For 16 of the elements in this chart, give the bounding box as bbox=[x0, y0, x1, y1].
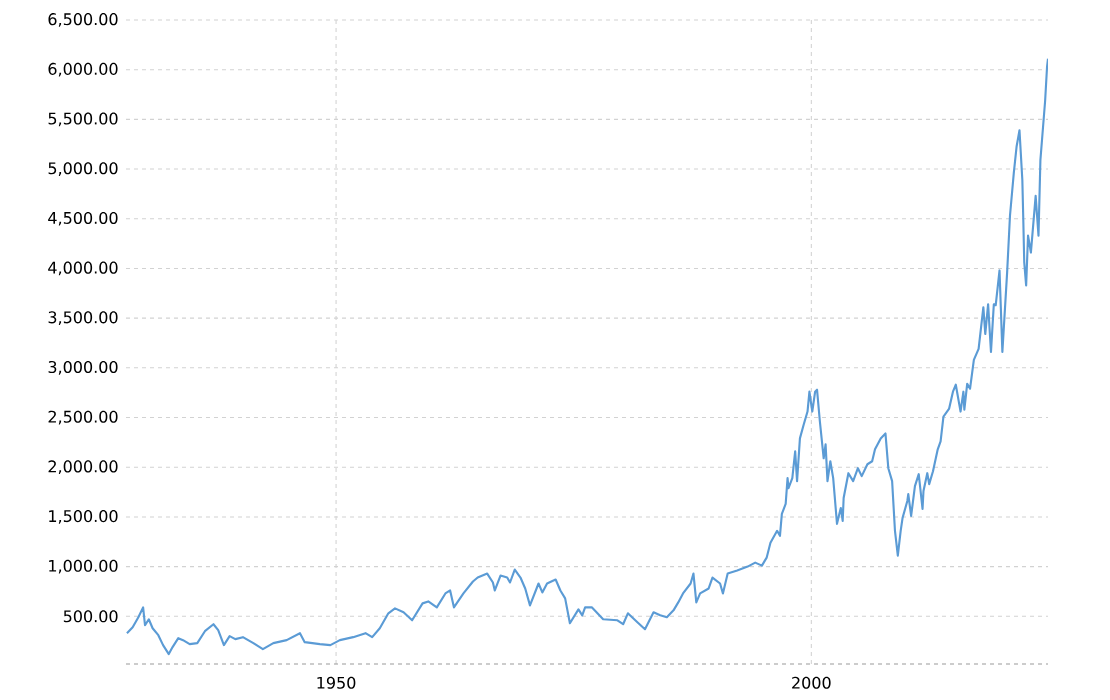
x-tick-label: 2000 bbox=[792, 676, 831, 689]
y-tick-label: 2,500.00 bbox=[48, 410, 118, 425]
y-tick-label: 1,000.00 bbox=[49, 559, 118, 574]
x-tick-label: 1950 bbox=[317, 676, 356, 689]
y-tick-label: 4,500.00 bbox=[48, 211, 118, 226]
y-tick-label: 6,500.00 bbox=[48, 13, 118, 27]
y-tick-label: 5,000.00 bbox=[48, 162, 118, 176]
y-tick-label: 4,000.00 bbox=[48, 261, 118, 276]
y-tick-label: 1,500.00 bbox=[49, 510, 118, 524]
y-tick-label: 5,500.00 bbox=[48, 112, 118, 127]
y-tick-label: 3,000.00 bbox=[48, 360, 118, 375]
y-tick-label: 6,000.00 bbox=[48, 62, 118, 77]
y-tick-label: 500.00 bbox=[63, 610, 118, 623]
y-tick-label: 3,500.00 bbox=[48, 311, 118, 326]
y-tick-label: 2,000.00 bbox=[48, 460, 118, 475]
line-series bbox=[126, 57, 1048, 656]
